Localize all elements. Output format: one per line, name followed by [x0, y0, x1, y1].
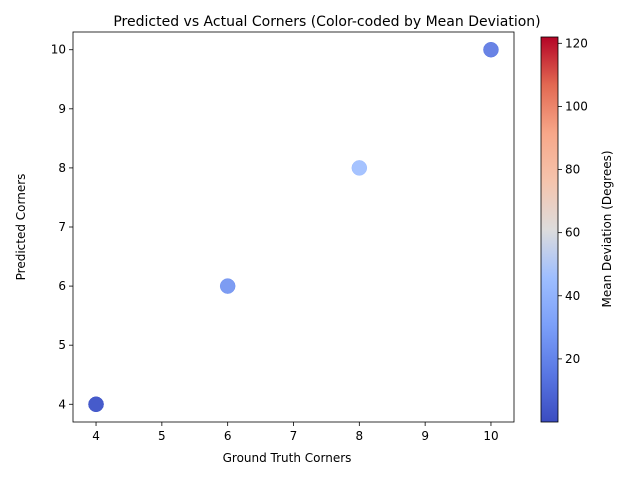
- x-tick-label: 9: [421, 429, 429, 443]
- x-tick-label: 7: [290, 429, 298, 443]
- colorbar-label: Mean Deviation (Degrees): [600, 150, 614, 307]
- x-tick-label: 8: [356, 429, 364, 443]
- y-tick-label: 8: [58, 161, 66, 175]
- y-tick-label: 9: [58, 102, 66, 116]
- colorbar-gradient: [540, 36, 559, 423]
- scatter-point: [88, 396, 104, 413]
- colorbar-tick-label: 20: [565, 352, 580, 366]
- x-axis-label: Ground Truth Corners: [223, 451, 352, 465]
- colorbar-tick-label: 120: [565, 36, 588, 50]
- y-axis-ticks: 4 5 6 7 8 9 10: [51, 43, 73, 411]
- scatter-point: [483, 41, 499, 58]
- y-tick-label: 7: [58, 220, 66, 234]
- y-tick-label: 6: [58, 279, 66, 293]
- chart-title: Predicted vs Actual Corners (Color-coded…: [113, 14, 540, 30]
- y-tick-label: 10: [51, 43, 66, 57]
- x-tick-label: 5: [158, 429, 166, 443]
- y-axis-label: Predicted Corners: [14, 174, 28, 281]
- x-axis-ticks: 4 5 6 7 8 9 10: [92, 422, 499, 443]
- scatter-point: [351, 160, 368, 176]
- scatter-point: [219, 278, 236, 294]
- plot-frame: [72, 31, 515, 423]
- colorbar-ticks: 20 40 60 80 100 120: [558, 36, 588, 366]
- colorbar-tick-label: 40: [565, 289, 580, 303]
- y-tick-label: 5: [58, 338, 66, 352]
- points-layer: [88, 41, 499, 413]
- colorbar-tick-label: 60: [565, 226, 580, 240]
- x-tick-label: 6: [224, 429, 232, 443]
- x-tick-label: 4: [92, 429, 100, 443]
- colorbar: 20 40 60 80 100 120 Mean Deviation (Degrees): [540, 36, 614, 423]
- colorbar-tick-label: 80: [565, 163, 580, 177]
- x-tick-label: 10: [483, 429, 498, 443]
- y-tick-label: 4: [58, 397, 66, 411]
- colorbar-tick-label: 100: [565, 99, 588, 113]
